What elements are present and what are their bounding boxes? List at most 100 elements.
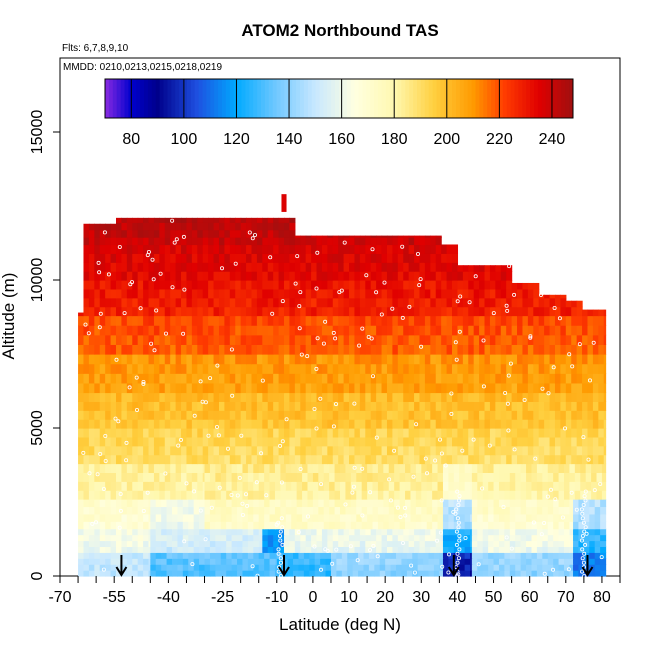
heatmap-cell — [500, 334, 507, 345]
heatmap-cell — [273, 280, 280, 290]
heatmap-cell — [601, 481, 607, 491]
heatmap-cell — [284, 334, 291, 345]
heatmap-cell — [538, 373, 545, 384]
heatmap-cell — [538, 325, 545, 336]
heatmap-cell — [354, 546, 361, 553]
heatmap-cell — [430, 306, 437, 317]
heatmap-cell — [531, 528, 538, 536]
heatmap-cell — [251, 271, 258, 281]
x-tick-label: 80 — [593, 589, 611, 606]
heatmap-cell — [99, 271, 106, 281]
heatmap-cell — [218, 280, 225, 290]
heatmap-cell — [349, 540, 356, 547]
heatmap-cell — [155, 528, 162, 536]
heatmap-cell — [603, 436, 607, 447]
heatmap-cell — [582, 428, 589, 438]
heatmap-cell — [504, 564, 511, 571]
heatmap-cell — [459, 499, 466, 508]
heatmap-cell — [278, 354, 285, 365]
heatmap-cell — [359, 306, 366, 317]
heatmap-cell — [161, 534, 168, 542]
heatmap-cell — [533, 410, 540, 420]
heatmap-cell — [370, 315, 377, 326]
heatmap-cell — [208, 344, 215, 355]
heatmap-cell — [110, 334, 117, 345]
heatmap-cell — [359, 297, 366, 308]
heatmap-cell — [132, 325, 139, 336]
heatmap-cell — [430, 436, 437, 447]
heatmap-cell — [343, 297, 350, 308]
heatmap-cell — [126, 499, 133, 508]
heatmap-cell — [489, 271, 496, 281]
heatmap-cell — [287, 570, 294, 577]
heatmap-cell — [170, 401, 177, 411]
heatmap-cell — [94, 223, 101, 231]
heatmap-cell — [363, 558, 370, 565]
heatmap-cell — [137, 217, 144, 223]
heatmap-cell — [520, 534, 527, 542]
heatmap-cell — [459, 528, 466, 536]
observation-point — [230, 393, 235, 398]
heatmap-cell — [253, 528, 260, 536]
heatmap-cell — [229, 354, 236, 365]
heatmap-cell — [376, 373, 383, 384]
heatmap-cell — [110, 490, 117, 500]
heatmap-cell — [314, 558, 321, 565]
heatmap-cell — [327, 244, 334, 254]
heatmap-cell — [181, 271, 188, 281]
heatmap-cell — [224, 354, 231, 365]
heatmap-cell — [435, 546, 442, 553]
heatmap-cell — [99, 354, 106, 365]
heatmap-cell — [218, 363, 225, 374]
heatmap-cell — [388, 463, 395, 473]
heatmap-cell — [316, 235, 323, 238]
heatmap-cell — [181, 262, 188, 272]
observation-point — [134, 375, 139, 380]
heatmap-cell — [226, 521, 233, 530]
x-tick-label: 20 — [376, 589, 394, 606]
heatmap-cell — [430, 392, 437, 402]
heatmap-cell — [544, 315, 551, 326]
heatmap-cell — [424, 237, 431, 246]
observation-point — [323, 319, 328, 324]
heatmap-cell — [488, 481, 495, 491]
heatmap-cell — [452, 382, 459, 394]
heatmap-cell — [464, 528, 471, 536]
heatmap-cell — [554, 436, 561, 447]
heatmap-cell — [468, 334, 475, 345]
heatmap-cell — [573, 552, 580, 559]
heatmap-cell — [197, 271, 204, 281]
heatmap-cell — [278, 334, 285, 345]
heatmap-cell — [321, 401, 328, 411]
heatmap-cell — [284, 373, 291, 384]
heatmap-cell — [565, 315, 572, 326]
observation-point — [409, 563, 414, 568]
heatmap-cell — [435, 354, 442, 365]
heatmap-cell — [479, 297, 486, 308]
heatmap-cell — [336, 564, 343, 571]
heatmap-cell — [424, 271, 431, 281]
heatmap-cell — [274, 506, 281, 515]
heatmap-cell — [435, 528, 442, 536]
heatmap-cell — [182, 564, 189, 571]
heatmap-cell — [202, 481, 206, 491]
heatmap-cell — [592, 334, 599, 345]
heatmap-cell — [462, 354, 469, 365]
observation-point — [299, 352, 304, 357]
heatmap-cell — [224, 280, 231, 290]
heatmap-cell — [105, 334, 112, 345]
heatmap-cell — [267, 528, 274, 536]
heatmap-cell — [403, 454, 410, 465]
heatmap-cell — [148, 521, 151, 530]
colorbar-swatch — [518, 79, 523, 118]
heatmap-cell — [592, 428, 599, 438]
heatmap-cell — [536, 499, 543, 508]
observation-point — [214, 424, 219, 429]
heatmap-cell — [479, 419, 486, 429]
observation-point — [456, 525, 461, 530]
observation-point — [158, 271, 163, 276]
heatmap-cell — [110, 244, 117, 254]
observation-point — [539, 532, 544, 537]
heatmap-cell — [284, 546, 291, 553]
heatmap-cell — [477, 513, 484, 522]
